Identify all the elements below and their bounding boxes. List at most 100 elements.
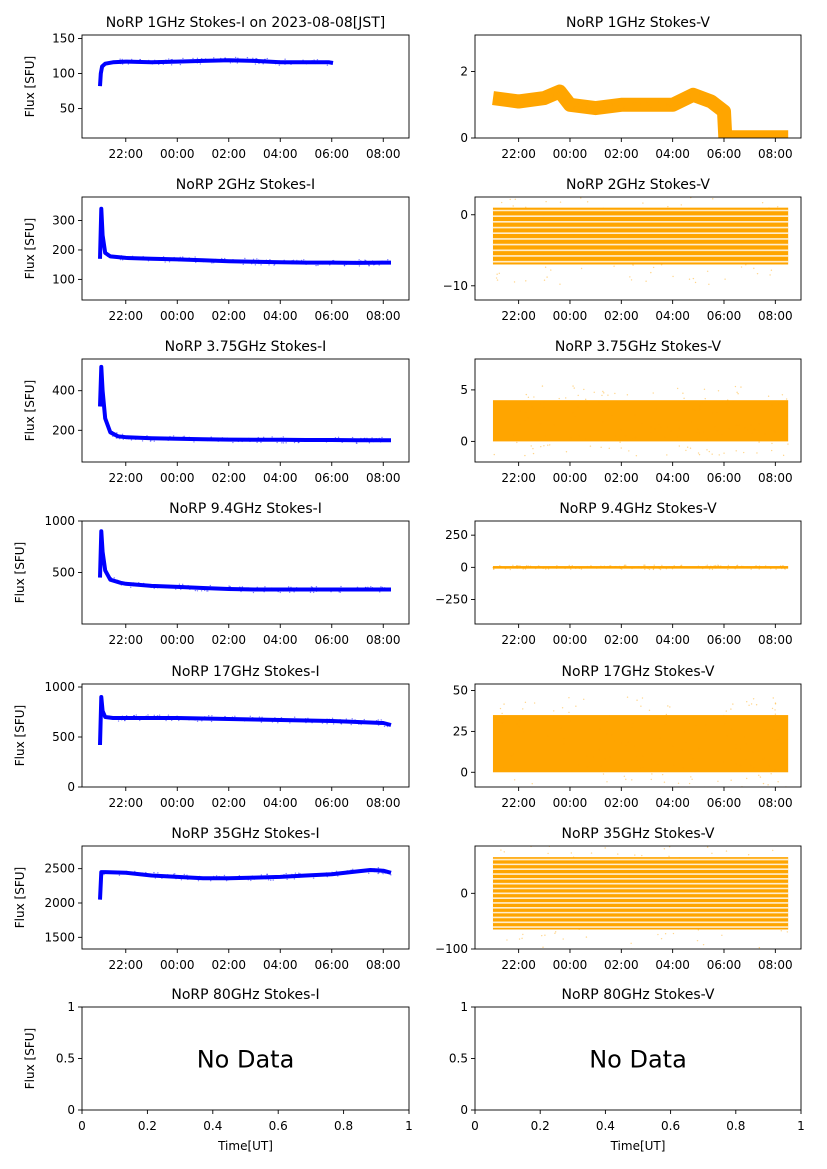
data-point (134, 870, 136, 873)
x-tick-label: 02:00 (604, 796, 639, 810)
data-point (257, 59, 260, 61)
y-tick-label: 0 (460, 560, 468, 574)
panel-title: NoRP 80GHz Stokes-I (171, 987, 319, 1003)
data-point (180, 258, 183, 260)
data-point (774, 431, 776, 433)
data-point (244, 717, 246, 720)
data-point (529, 730, 532, 732)
data-point (346, 870, 349, 873)
x-tick-label: 06:00 (707, 796, 742, 810)
data-point (336, 589, 339, 592)
data-point (256, 258, 258, 260)
data-point (658, 423, 661, 426)
y-tick-label: 2 (460, 65, 468, 79)
data-point (200, 587, 203, 589)
data-point (118, 580, 120, 582)
data-point (660, 106, 662, 108)
data-point (767, 251, 769, 253)
data-point (628, 235, 630, 237)
data-point (182, 585, 184, 587)
data-point (770, 844, 771, 845)
data-point (221, 257, 223, 260)
data-point (666, 103, 668, 106)
data-point (295, 587, 298, 589)
data-point (721, 401, 724, 403)
data-point (629, 276, 631, 278)
data-point (331, 717, 334, 720)
data-point (666, 230, 669, 232)
data-point (264, 261, 267, 264)
axes-frame (81, 196, 410, 301)
data-point (732, 703, 734, 705)
data-point (763, 756, 766, 759)
data-point (647, 567, 649, 570)
data-point (699, 432, 701, 434)
data-point (119, 716, 122, 718)
data-point (156, 586, 158, 589)
data-point (296, 259, 298, 262)
data-point (570, 568, 572, 570)
data-point (286, 61, 288, 64)
data-point (220, 57, 222, 60)
data-point (680, 204, 682, 206)
data-point (366, 437, 368, 440)
x-tick-label: 22:00 (108, 309, 143, 323)
data-point (664, 932, 667, 935)
data-point (147, 260, 150, 262)
data-point (728, 913, 730, 916)
data-point (105, 419, 107, 421)
data-point (149, 440, 152, 442)
data-point (515, 103, 517, 105)
data-point (500, 225, 502, 227)
data-point (577, 103, 579, 105)
data-point (717, 107, 719, 109)
x-tick-label: 08:00 (758, 633, 793, 647)
data-point (678, 445, 681, 447)
data-point (194, 877, 196, 879)
data-point (225, 879, 228, 882)
data-point (203, 437, 206, 440)
data-point (717, 564, 719, 566)
x-tick-label: 22:00 (501, 633, 536, 647)
data-point (260, 874, 263, 876)
data-point (659, 213, 662, 216)
data-point (271, 62, 274, 64)
data-point (262, 436, 265, 439)
x-tick-label: 00:00 (553, 471, 588, 485)
x-tick-label: 06:00 (314, 147, 349, 161)
data-point (206, 718, 209, 720)
data-point (776, 739, 779, 741)
data-point (600, 769, 602, 772)
data-point (212, 875, 215, 878)
data-point (379, 441, 382, 443)
data-point (277, 717, 279, 720)
data-point (779, 191, 780, 192)
y-axis-label: Flux [SFU] (23, 380, 37, 441)
data-point (270, 879, 272, 881)
x-tick-label: 00:00 (160, 633, 195, 647)
data-point (131, 257, 133, 259)
data-point (166, 61, 168, 63)
data-point (564, 98, 566, 101)
x-tick-label: 22:00 (501, 796, 536, 810)
data-point (153, 871, 155, 874)
data-point (693, 409, 696, 412)
data-point (770, 773, 772, 775)
data-point (377, 724, 380, 726)
data-point (641, 423, 643, 425)
data-point (132, 717, 134, 719)
x-tick-label: 00:00 (553, 958, 588, 972)
data-point (611, 414, 613, 417)
data-point (493, 568, 495, 570)
data-point (109, 430, 112, 432)
data-point (351, 436, 354, 439)
data-point (677, 782, 680, 785)
data-point (522, 919, 525, 921)
data-point (528, 838, 529, 839)
data-point (151, 873, 154, 876)
data-point (602, 421, 604, 423)
data-point (352, 868, 354, 871)
data-point (516, 565, 518, 567)
